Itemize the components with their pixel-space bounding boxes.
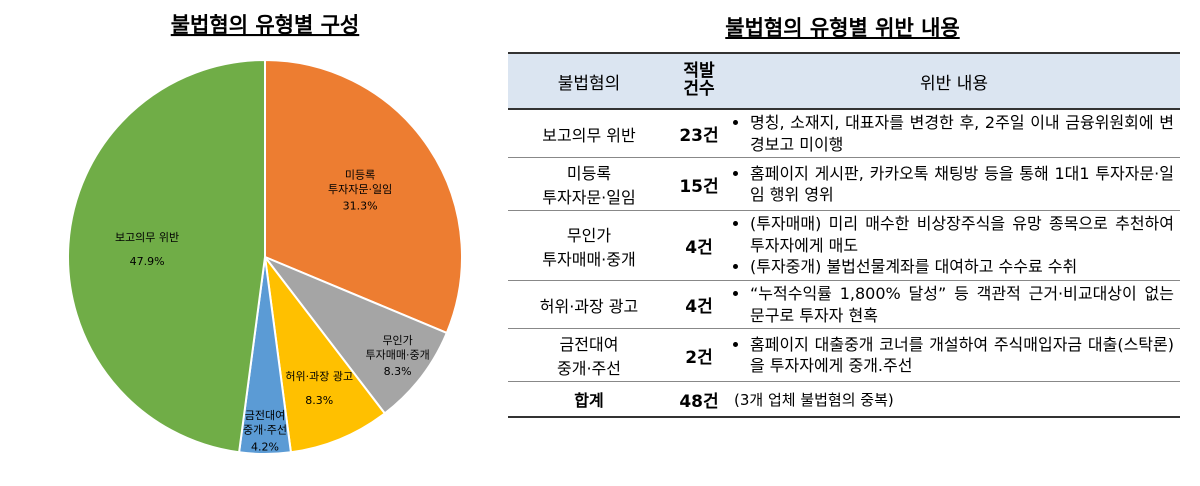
count-cell: 4건 [670, 279, 728, 330]
slice-label: 미등록 투자자문·일임 [328, 169, 392, 196]
header-cell: 위반 내용 [728, 52, 1180, 110]
total-note: (3개 업체 불법혐의 중복) [728, 381, 1180, 419]
chart-title: 불법혐의 유형별 구성 [171, 13, 360, 37]
content-item: 홈페이지 대출중개 코너를 개설하여 주식매입자금 대출(스탁론)을 투자자에게… [750, 334, 1174, 377]
type-cell: 보고의무 위반 [508, 108, 670, 159]
count-cell: 15건 [670, 157, 728, 212]
pie-slice [263, 253, 387, 454]
slice-value-label: 47.9% [130, 255, 165, 268]
header-cell: 적발 건수 [670, 52, 728, 110]
total-row: 합계 48건 (3개 업체 불법혐의 중복) [508, 381, 1180, 419]
total-label: 합계 [508, 381, 670, 419]
pie-slice [67, 58, 266, 454]
content-item: “누적수익률 1,800% 달성” 등 객관적 근거·비교대상이 없는 문구로 … [750, 283, 1174, 326]
table-title: 불법혐의 유형별 위반 내용 [725, 16, 960, 40]
content-item: 명칭, 소재지, 대표자를 변경한 후, 2주일 이내 금융위원회에 변경보고 … [750, 112, 1174, 155]
pie-slice [261, 254, 449, 415]
content-list: (투자매매) 미리 매수한 비상장주식을 유망 종목으로 추천하여 투자자에게 … [734, 213, 1174, 278]
count-cell: 2건 [670, 328, 728, 383]
count-cell: 4건 [670, 210, 728, 281]
slice-value-label: 8.3% [305, 394, 333, 407]
slice-label: 보고의무 위반 [115, 231, 179, 244]
type-cell: 허위·과장 광고 [508, 279, 670, 330]
slice-label: 허위·과장 광고 [285, 370, 353, 383]
content-cell: “누적수익률 1,800% 달성” 등 객관적 근거·비교대상이 없는 문구로 … [728, 279, 1180, 330]
content-cell: 홈페이지 대출중개 코너를 개설하여 주식매입자금 대출(스탁론)을 투자자에게… [728, 328, 1180, 383]
type-cell: 금전대여 중개·주선 [508, 328, 670, 383]
pie-chart: 불법혐의 유형별 구성 미등록 투자자문·일임 31.3% 무인가 투자매매·중개 8.3… [67, 13, 463, 455]
content-list: 홈페이지 게시판, 카카오톡 채팅방 등을 통해 1대1 투자자문·일임 행위 … [734, 163, 1174, 206]
header-row: 불법혐의 적발 건수 위반 내용 [508, 52, 1180, 110]
pie-slice [264, 58, 463, 335]
content-list: 명칭, 소재지, 대표자를 변경한 후, 2주일 이내 금융위원회에 변경보고 … [734, 112, 1174, 155]
type-cell: 무인가 투자매매·중개 [508, 210, 670, 281]
slice-value-label: 8.3% [384, 365, 412, 378]
count-cell: 23건 [670, 108, 728, 159]
slice-value-label: 31.3% [343, 200, 378, 213]
content-list: 홈페이지 대출중개 코너를 개설하여 주식매입자금 대출(스탁론)을 투자자에게… [734, 334, 1174, 377]
content-cell: 명칭, 소재지, 대표자를 변경한 후, 2주일 이내 금융위원회에 변경보고 … [728, 108, 1180, 159]
content-cell: 홈페이지 게시판, 카카오톡 채팅방 등을 통해 1대1 투자자문·일임 행위 … [728, 157, 1180, 212]
type-cell: 미등록 투자자문·일임 [508, 157, 670, 212]
content-item: 홈페이지 게시판, 카카오톡 채팅방 등을 통해 1대1 투자자문·일임 행위 … [750, 163, 1174, 206]
slice-label: 무인가 투자매매·중개 [366, 334, 430, 361]
content-cell: (투자매매) 미리 매수한 비상장주식을 유망 종목으로 추천하여 투자자에게 … [728, 210, 1180, 281]
header-cell: 불법혐의 [508, 52, 670, 110]
content-item: (투자중개) 불법선물계좌를 대여하고 수수료 수취 [750, 256, 1174, 278]
slice-label: 금전대여 중개·주선 [243, 409, 287, 436]
content-list: “누적수익률 1,800% 달성” 등 객관적 근거·비교대상이 없는 문구로 … [734, 283, 1174, 326]
content-item: (투자매매) 미리 매수한 비상장주식을 유망 종목으로 추천하여 투자자에게 … [750, 213, 1174, 256]
slice-value-label: 4.2% [251, 440, 279, 453]
total-count: 48건 [670, 381, 728, 419]
